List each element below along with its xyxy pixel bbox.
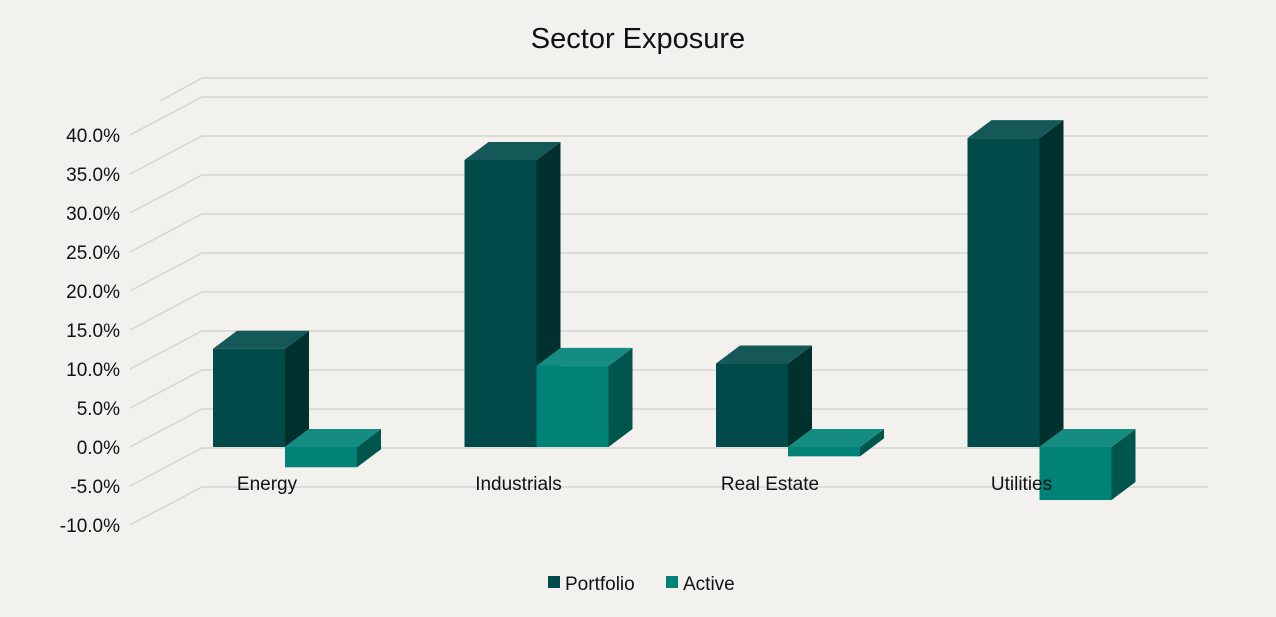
bar-side [1111,429,1136,501]
gridline [129,486,1208,526]
bar-side [1039,120,1064,448]
gridlines [129,77,1208,526]
category-label: Industrials [475,474,562,495]
bar-top [285,429,381,447]
bar-top [536,347,633,366]
legend-swatch [666,576,678,588]
bar-active-industrials [536,347,633,447]
gridline [159,77,1208,102]
category-label: Energy [237,474,298,495]
bar-side [860,429,884,457]
y-tick-label: 15.0% [66,321,120,342]
bar-front [464,159,537,447]
bar-active-real-estate [788,429,884,457]
gridline [129,447,1208,487]
gridline [129,369,1208,409]
y-tick-label: -5.0% [70,477,120,498]
chart-title: Sector Exposure [531,23,745,55]
y-tick-label: 5.0% [77,399,120,420]
legend-swatch [548,576,560,588]
gridline [129,96,1208,136]
bar-side [357,429,381,468]
bar-front [213,348,285,447]
bar-side [788,345,812,447]
y-axis-ticks: -10.0% -5.0% 0.0% 5.0% 10.0% 15.0% 20.0% 25.0% 3… [60,126,120,537]
y-tick-label: 30.0% [66,204,120,225]
y-tick-label: 0.0% [77,438,120,459]
bar-top [464,141,561,160]
gridline [129,330,1208,370]
y-tick-label: 20.0% [66,282,120,303]
bars [213,120,1136,501]
y-tick-label: 35.0% [66,165,120,186]
bar-side [608,347,633,447]
bar-top [788,429,884,447]
y-tick-label: 40.0% [66,126,120,147]
legend: Portfolio Active [548,574,735,595]
gridline [129,291,1208,331]
bar-active-energy [285,429,381,468]
category-labels: Energy Industrials Real Estate Utilities [237,474,1052,495]
category-label: Real Estate [721,474,819,495]
bar-front [536,365,609,447]
gridline [129,135,1208,175]
gridline [129,252,1208,292]
bar-front [1039,447,1112,501]
bar-front [716,363,788,447]
bar-portfolio-real-estate [716,345,812,447]
legend-label: Portfolio [565,574,635,595]
gridline [129,213,1208,253]
bar-top [716,345,812,364]
bar-active-utilities [1039,429,1136,501]
bar-front [285,447,357,468]
bar-front [788,447,860,457]
bar-front [967,138,1040,447]
bar-portfolio-utilities [967,120,1064,448]
gridline [129,408,1208,448]
bar-top [967,120,1064,139]
bar-top [1039,429,1136,447]
legend-label: Active [683,574,735,595]
y-tick-label: 25.0% [66,243,120,264]
bar-top [213,330,309,349]
y-tick-label: 10.0% [66,360,120,381]
bar-side [285,330,309,447]
y-tick-label: -10.0% [60,516,120,537]
gridline [129,174,1208,214]
bar-portfolio-energy [213,330,309,447]
category-label: Utilities [991,474,1052,495]
